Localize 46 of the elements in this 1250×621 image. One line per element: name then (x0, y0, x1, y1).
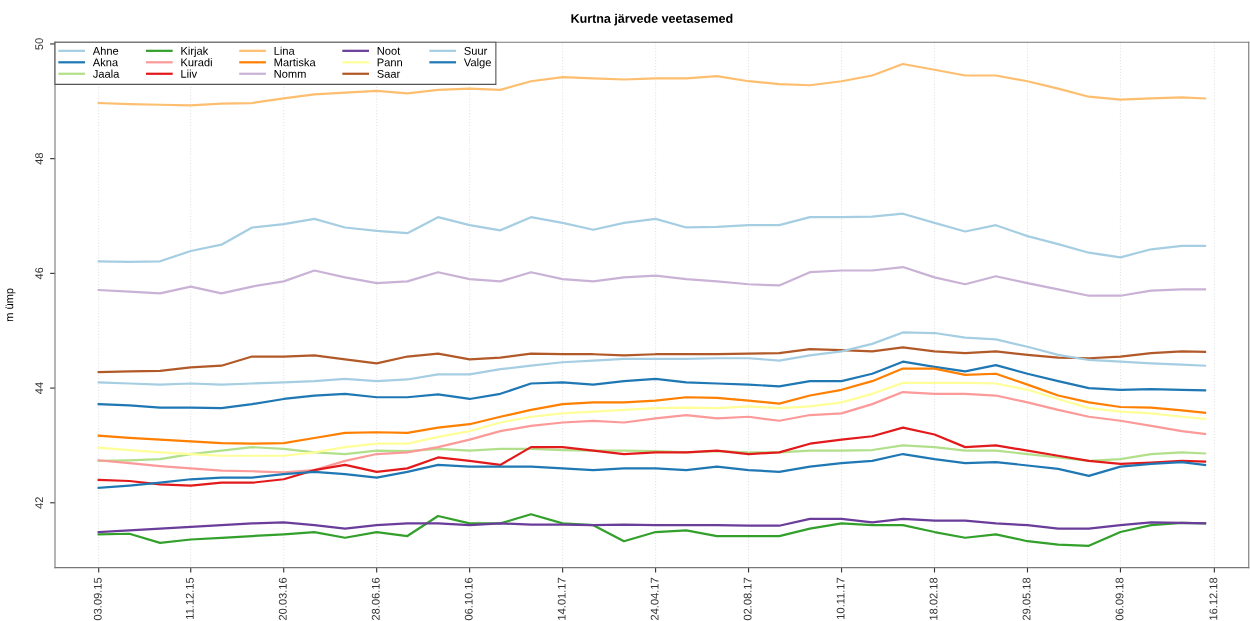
legend-label: Jaala (92, 69, 120, 78)
x-tick-label: 14.01.17 (557, 577, 566, 620)
x-tick-label: 06.10.16 (464, 577, 473, 621)
line-series (97, 265, 1207, 297)
x-tick-label: 18.02.18 (929, 577, 938, 620)
legend-label: Liiv (181, 69, 198, 78)
y-axis-title: m ümp (5, 288, 16, 322)
x-tick-label: 24.04.17 (650, 577, 659, 620)
line-series (97, 212, 1207, 264)
legend-label: Lina (274, 46, 295, 55)
legend-label: Valge (463, 58, 491, 69)
x-tick-label: 10.11.17 (836, 577, 845, 619)
line-series (97, 381, 1207, 457)
line-series (97, 331, 1207, 386)
legend-label: Akna (92, 58, 119, 67)
x-tick-label: 16.12.18 (1209, 577, 1218, 620)
y-tick-label: 44 (35, 382, 43, 394)
legend-label: Kirjak (181, 46, 209, 58)
line-series (97, 452, 1207, 489)
x-tick-label: 20.03.16 (278, 577, 287, 620)
legend-label: Saar (377, 69, 401, 78)
legend-label: Suur (464, 46, 488, 55)
x-tick-label: 03.09.15 (93, 577, 102, 621)
y-tick-label: 48 (35, 152, 44, 165)
legend-label: Martiska (274, 58, 316, 67)
legend-label: Noot (377, 47, 401, 55)
line-series (97, 367, 1207, 445)
x-tick-label: 29.05.18 (1022, 577, 1031, 620)
x-tick-label: 11.12.15 (185, 577, 194, 619)
legend-label: Ahne (92, 46, 119, 55)
y-tick-label: 42 (35, 497, 43, 509)
legend-label: Pann (377, 58, 402, 67)
line-series (97, 517, 1207, 534)
x-tick-label: 06.09.18 (1115, 577, 1124, 621)
legend-label: Kuradi (181, 58, 212, 67)
line-series (97, 426, 1207, 487)
line-series (97, 360, 1207, 410)
legend-label: Nomm (274, 70, 306, 78)
y-tick-label: 50 (35, 38, 44, 50)
y-tick-label: 46 (35, 267, 44, 280)
x-tick-label: 28.06.16 (371, 577, 380, 620)
chart-title: Kurtna järvede veetasemed (571, 13, 733, 26)
x-tick-label: 02.08.17 (743, 577, 752, 621)
line-series (97, 444, 1207, 463)
line-series (97, 346, 1207, 374)
line-series (97, 390, 1207, 474)
